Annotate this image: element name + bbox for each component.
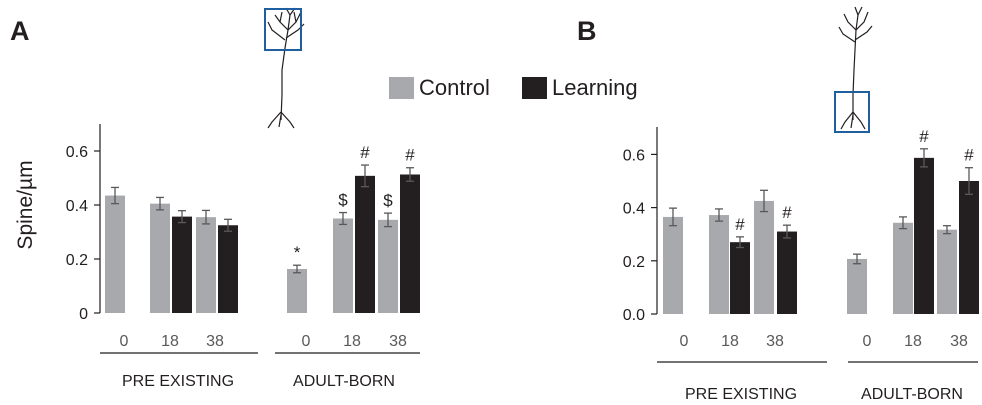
significance-marker: # [735,215,745,234]
bar-learning [959,181,979,314]
bar-control [709,215,729,314]
y-tick-label: 0 [79,306,88,323]
legend-label-control: Control [419,75,490,100]
x-tick-label: 38 [206,333,224,350]
legend: Control Learning [389,75,638,100]
legend-swatch-learning [522,77,547,99]
x-tick-label: 38 [950,333,968,350]
legend-swatch-control [389,77,414,99]
panel-a-letter: A [10,16,30,46]
bar-control [754,200,774,314]
bar-learning [777,231,797,314]
inset-box-apical [264,8,302,51]
bar-control [937,229,957,314]
bar-control [893,222,913,314]
x-tick-label: 18 [721,333,739,350]
significance-marker: $ [338,191,348,210]
y-tick-label: 0.0 [623,307,645,324]
significance-marker: # [360,143,370,162]
legend-label-learning: Learning [552,75,638,100]
significance-marker: # [919,127,929,146]
group-label: PRE EXISTING [685,386,797,403]
bar-learning [400,174,420,313]
x-tick-label: 18 [161,333,179,350]
bar-control [333,218,353,313]
bar-control [378,219,398,313]
neuron-illustration-a [267,7,305,129]
bar-learning [730,242,750,314]
bar-control [287,268,307,313]
y-tick-label: 0.4 [623,201,645,218]
group-label: PRE EXISTING [122,373,234,390]
significance-marker: $ [383,191,393,210]
bar-control [663,216,683,314]
bar-control [105,195,125,313]
bar-learning [218,225,238,313]
panel-b-letter: B [577,16,597,46]
x-tick-label: 0 [680,333,689,350]
x-tick-label: 0 [302,333,311,350]
x-tick-label: 38 [389,333,407,350]
y-tick-label: 0.6 [66,144,88,161]
bar-learning [355,175,375,313]
inset-box-basal [834,91,870,133]
bar-learning [172,216,192,313]
x-tick-label: 18 [904,333,922,350]
bar-control [196,217,216,313]
y-tick-label: 0.2 [623,254,645,271]
y-tick-label: 0.4 [66,198,88,215]
x-tick-label: 38 [766,333,784,350]
group-label: ADULT-BORN [293,373,395,390]
y-tick-label: 0.2 [66,252,88,269]
neuron-illustration-b [838,6,873,130]
chart-panel-a: Spine/µm 0 0.2 0.4 0.6 * $ $ # #0 18 38 0 18 38 PRE EX… [14,124,420,390]
significance-marker: * [294,243,301,262]
x-tick-label: 0 [863,333,872,350]
bar-control [150,203,170,313]
significance-marker: # [405,146,415,165]
bar-learning [914,157,934,314]
x-tick-label: 0 [120,333,129,350]
bar-control [847,258,867,314]
significance-marker: # [782,203,792,222]
y-axis-label: Spine/µm [14,160,37,249]
x-tick-label: 18 [343,333,361,350]
significance-marker: # [964,146,974,165]
y-tick-label: 0.6 [623,147,645,164]
chart-panel-b: 0.0 0.2 0.4 0.6 # # # #0 18 38 0 18 38 PRE EXISTING AD… [623,127,979,403]
group-label: ADULT-BORN [861,386,963,403]
